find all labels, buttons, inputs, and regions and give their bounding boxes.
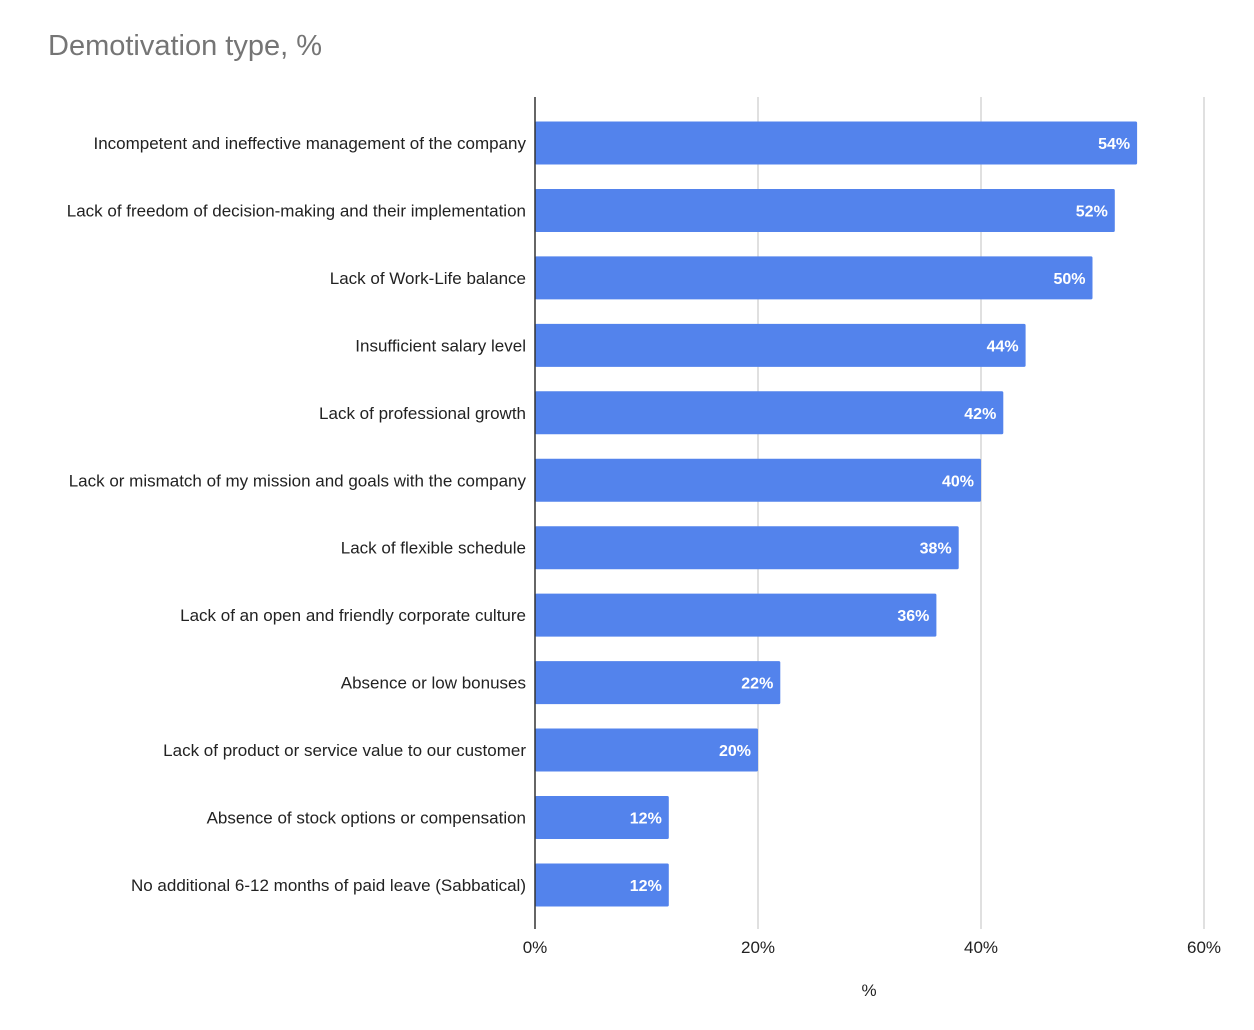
x-tick-label: 20%: [741, 938, 775, 957]
category-label: Incompetent and ineffective management o…: [93, 134, 526, 153]
bar: [535, 121, 1138, 165]
category-label: Lack of an open and friendly corporate c…: [180, 606, 526, 625]
category-label: Insufficient salary level: [355, 336, 526, 355]
bar: [535, 188, 1115, 232]
data-label: 42%: [964, 406, 996, 423]
bar: [535, 796, 669, 839]
bar: [535, 391, 1004, 435]
x-tick-label: 0%: [523, 938, 548, 957]
category-label: Lack of freedom of decision-making and t…: [67, 201, 526, 220]
bar: [535, 458, 981, 502]
data-label: 54%: [1098, 136, 1130, 153]
data-label: 50%: [1053, 271, 1085, 288]
grid-lines: [757, 97, 1205, 929]
data-label: 52%: [1076, 203, 1108, 220]
x-axis-title: %: [861, 981, 876, 1000]
category-label: Lack of Work-Life balance: [330, 269, 526, 288]
category-label: No additional 6-12 months of paid leave …: [131, 876, 526, 895]
bar: [535, 256, 1093, 300]
data-label: 22%: [741, 676, 773, 693]
category-label: Lack of professional growth: [319, 404, 526, 423]
category-labels: Incompetent and ineffective management o…: [67, 134, 527, 895]
data-label: 12%: [630, 878, 662, 895]
data-label: 36%: [897, 608, 929, 625]
x-tick-label: 60%: [1187, 938, 1221, 957]
data-label: 12%: [630, 811, 662, 828]
data-label: 44%: [987, 338, 1019, 355]
x-axis-ticks: 0% 20% 40% 60%: [523, 938, 1221, 957]
bar: [535, 323, 1026, 367]
bar: [535, 863, 669, 907]
category-label: Lack of flexible schedule: [341, 539, 526, 558]
category-label: Lack of product or service value to our …: [163, 741, 526, 760]
category-label: Lack or mismatch of my mission and goals…: [69, 471, 527, 490]
data-label: 40%: [942, 473, 974, 490]
category-label: Absence of stock options or compensation: [207, 809, 526, 828]
x-tick-label: 40%: [964, 938, 998, 957]
bar: [535, 661, 781, 705]
bar: [535, 526, 959, 570]
chart-title: Demotivation type, %: [48, 30, 323, 62]
data-label: 38%: [920, 541, 952, 558]
bar: [535, 728, 758, 772]
category-label: Absence or low bonuses: [341, 674, 526, 693]
bars: 54% 52% 50% 44% 42% 40% 38% 36% 22% 20% 12% 12%: [535, 121, 1138, 907]
bar: [535, 593, 937, 637]
data-label: 20%: [719, 743, 751, 760]
